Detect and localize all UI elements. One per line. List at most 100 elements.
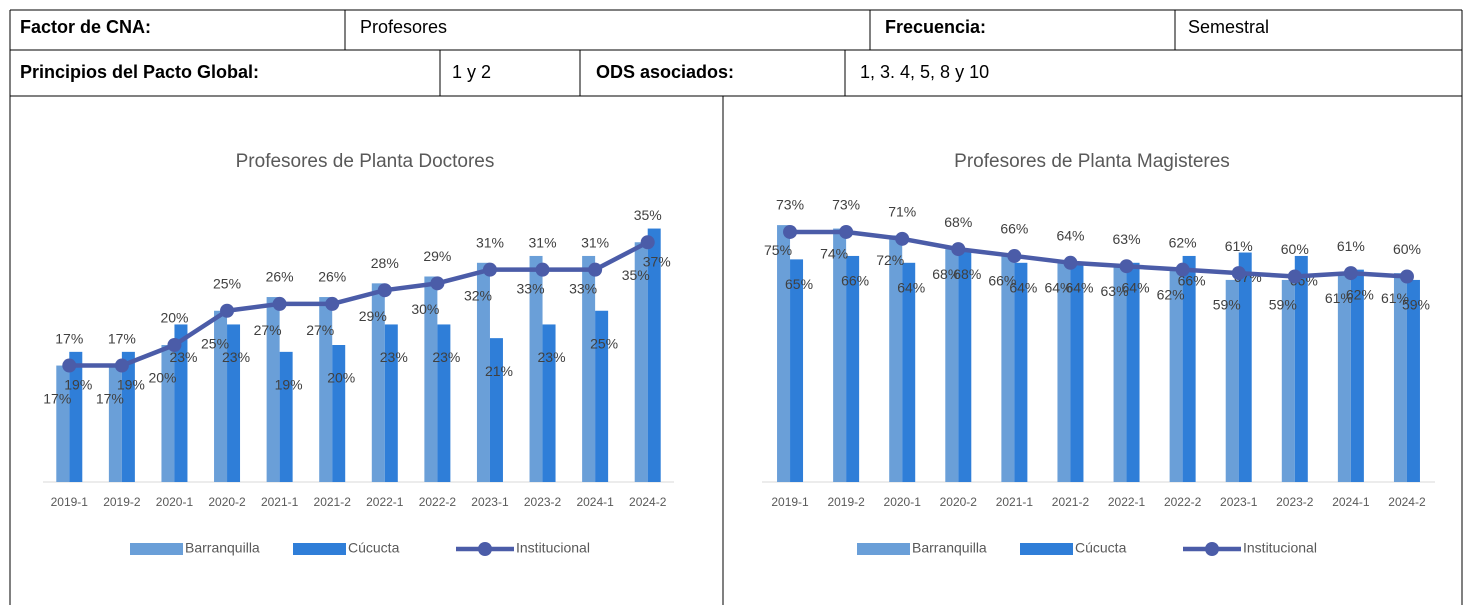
- x-tick-label: 2021-1: [996, 495, 1034, 509]
- x-tick-label: 2023-1: [1220, 495, 1258, 509]
- legend-swatch: [1020, 543, 1073, 555]
- line-marker: [1287, 269, 1302, 284]
- data-label: 72%: [876, 252, 904, 268]
- legend-label: Institucional: [516, 540, 590, 556]
- x-tick-label: 2020-2: [208, 495, 246, 509]
- data-label: 33%: [569, 281, 597, 297]
- data-label: 30%: [411, 301, 439, 317]
- bar: [1126, 262, 1140, 482]
- line-marker: [1119, 259, 1134, 274]
- cell: Factor de CNA:: [20, 17, 151, 37]
- bar: [1294, 255, 1308, 482]
- table-borders: [9, 9, 1463, 605]
- data-label: 17%: [55, 330, 83, 346]
- data-label: 29%: [359, 308, 387, 324]
- bar: [1225, 279, 1239, 482]
- bar: [889, 235, 903, 482]
- bar: [529, 255, 543, 482]
- data-label: 62%: [1169, 234, 1197, 250]
- cell: 1, 3. 4, 5, 8 y 10: [860, 62, 989, 82]
- data-label: 66%: [1178, 273, 1206, 289]
- data-label: 21%: [485, 363, 513, 379]
- bar: [371, 283, 385, 482]
- data-label: 75%: [764, 242, 792, 258]
- bar: [384, 324, 398, 482]
- x-tick-label: 2020-1: [884, 495, 922, 509]
- line-marker: [1343, 266, 1358, 281]
- chart-title: Profesores de Planta Magisteres: [954, 151, 1230, 172]
- data-label: 62%: [1157, 286, 1185, 302]
- legend-swatch: [293, 543, 346, 555]
- data-label: 59%: [1402, 297, 1430, 313]
- data-label: 65%: [785, 276, 813, 292]
- bar: [1238, 252, 1252, 482]
- bar: [489, 338, 503, 482]
- data-label: 59%: [1213, 297, 1241, 313]
- x-tick-label: 2021-2: [1052, 495, 1090, 509]
- data-label: 66%: [841, 273, 869, 289]
- bar: [476, 262, 490, 482]
- bar: [595, 310, 609, 482]
- line-marker: [783, 224, 798, 239]
- bar: [1337, 273, 1351, 482]
- bar: [56, 365, 70, 482]
- line-marker: [535, 262, 550, 277]
- data-label: 64%: [1009, 280, 1037, 296]
- bar: [227, 324, 241, 482]
- data-label: 60%: [1393, 241, 1421, 257]
- data-label: 66%: [988, 273, 1016, 289]
- chart-title: Profesores de Planta Doctores: [236, 151, 495, 172]
- data-label: 61%: [1325, 290, 1353, 306]
- x-tick-label: 2023-2: [524, 495, 562, 509]
- bar: [424, 276, 438, 482]
- data-label: 27%: [254, 322, 282, 338]
- legend-marker: [478, 542, 492, 556]
- data-label: 28%: [371, 255, 399, 271]
- data-label: 73%: [832, 197, 860, 213]
- bar: [958, 249, 972, 482]
- data-label: 31%: [476, 234, 504, 250]
- x-tick-label: 2022-2: [1164, 495, 1202, 509]
- data-label: 63%: [1101, 283, 1129, 299]
- bar: [542, 324, 556, 482]
- data-label: 61%: [1381, 290, 1409, 306]
- legend-swatch: [130, 543, 183, 555]
- x-tick-label: 2024-1: [1332, 495, 1370, 509]
- line-marker: [482, 262, 497, 277]
- line: [69, 240, 649, 368]
- bar: [833, 228, 847, 482]
- bar: [279, 351, 293, 482]
- data-label: 37%: [643, 253, 671, 269]
- legend-marker: [1205, 542, 1219, 556]
- bar: [1169, 269, 1183, 482]
- bar: [1014, 262, 1028, 482]
- bar: [1406, 279, 1420, 482]
- data-label: 31%: [581, 234, 609, 250]
- line-marker: [1007, 248, 1022, 263]
- line-marker: [1231, 266, 1246, 281]
- cell: Profesores: [360, 17, 447, 37]
- data-label: 19%: [275, 377, 303, 393]
- x-tick-label: 2023-1: [471, 495, 509, 509]
- legend-label: Cúcucta: [1075, 540, 1127, 556]
- data-label: 27%: [306, 322, 334, 338]
- data-label: 31%: [529, 234, 557, 250]
- bar: [437, 324, 451, 482]
- legend-label: Cúcucta: [348, 540, 400, 556]
- line-marker: [951, 242, 966, 257]
- data-label: 19%: [117, 377, 145, 393]
- data-label: 25%: [213, 275, 241, 291]
- data-label: 17%: [108, 330, 136, 346]
- line: [790, 229, 1408, 279]
- x-tick-label: 2022-1: [366, 495, 404, 509]
- cell: ODS asociados:: [596, 62, 734, 82]
- bar: [1182, 255, 1196, 482]
- data-label: 32%: [464, 288, 492, 304]
- bar: [582, 255, 596, 482]
- x-tick-label: 2020-2: [940, 495, 978, 509]
- data-label: 20%: [160, 310, 188, 326]
- bar: [121, 351, 135, 482]
- line-marker: [272, 296, 287, 311]
- bar: [634, 242, 648, 482]
- legend-label: Barranquilla: [912, 540, 987, 556]
